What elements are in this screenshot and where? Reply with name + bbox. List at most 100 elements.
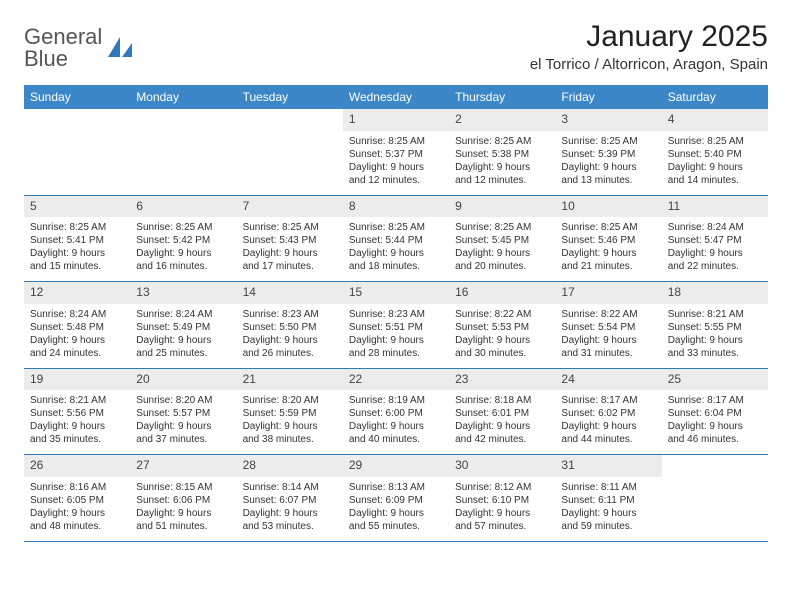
day-number-cell: 12 <box>24 282 130 304</box>
sunrise-line: Sunrise: 8:14 AM <box>243 481 337 494</box>
sunset-line: Sunset: 6:00 PM <box>349 407 443 420</box>
day-number-cell <box>237 109 343 131</box>
col-wednesday: Wednesday <box>343 85 449 109</box>
sunset-line: Sunset: 5:44 PM <box>349 234 443 247</box>
sunrise-line: Sunrise: 8:15 AM <box>136 481 230 494</box>
day-detail-row: Sunrise: 8:25 AM Sunset: 5:37 PMDaylight:… <box>24 131 768 196</box>
day-number-cell: 13 <box>130 282 236 304</box>
day-detail-cell: Sunrise: 8:12 AMSunset: 6:10 PMDaylight:… <box>449 477 555 542</box>
day-detail-cell: Sunrise: 8:18 AMSunset: 6:01 PMDaylight:… <box>449 390 555 455</box>
day-number-cell: 26 <box>24 455 130 477</box>
calendar-table: Sunday Monday Tuesday Wednesday Thursday… <box>24 85 768 542</box>
daylight-line: Daylight: 9 hours and 55 minutes. <box>349 507 443 533</box>
daylight-line: Daylight: 9 hours and 25 minutes. <box>136 334 230 360</box>
day-detail-cell: Sunrise: 8:16 AMSunset: 6:05 PMDaylight:… <box>24 477 130 542</box>
sunset-line: Sunset: 5:40 PM <box>668 148 762 161</box>
day-number-cell: 23 <box>449 368 555 390</box>
sunrise-line: Sunrise: 8:24 AM <box>668 221 762 234</box>
sunset-line: Sunset: 6:04 PM <box>668 407 762 420</box>
sunrise-line: Sunrise: 8:18 AM <box>455 394 549 407</box>
day-detail-cell: Sunrise: 8:25 AMSunset: 5:38 PMDaylight:… <box>449 131 555 196</box>
day-number-cell: 25 <box>662 368 768 390</box>
day-number-cell: 11 <box>662 195 768 217</box>
daylight-line: Daylight: 9 hours and 18 minutes. <box>349 247 443 273</box>
logo-line2: Blue <box>24 48 102 70</box>
daylight-line: Daylight: 9 hours and 59 minutes. <box>561 507 655 533</box>
day-detail-row: Sunrise: 8:24 AMSunset: 5:48 PMDaylight:… <box>24 304 768 369</box>
day-number-cell: 3 <box>555 109 661 131</box>
sunset-line: Sunset: 5:55 PM <box>668 321 762 334</box>
sunrise-line: Sunrise: 8:25 AM <box>243 221 337 234</box>
sunrise-line: Sunrise: 8:24 AM <box>136 308 230 321</box>
day-detail-row: Sunrise: 8:21 AMSunset: 5:56 PMDaylight:… <box>24 390 768 455</box>
daylight-line: Daylight: 9 hours and 26 minutes. <box>243 334 337 360</box>
sunset-line: Sunset: 5:38 PM <box>455 148 549 161</box>
col-tuesday: Tuesday <box>237 85 343 109</box>
day-detail-cell: Sunrise: 8:25 AMSunset: 5:41 PMDaylight:… <box>24 217 130 282</box>
sunrise-line: Sunrise: 8:17 AM <box>668 394 762 407</box>
day-detail-cell: Sunrise: 8:23 AMSunset: 5:51 PMDaylight:… <box>343 304 449 369</box>
day-header-row: Sunday Monday Tuesday Wednesday Thursday… <box>24 85 768 109</box>
day-number-cell: 18 <box>662 282 768 304</box>
sunrise-line: Sunrise: 8:25 AM <box>455 135 549 148</box>
day-detail-row: Sunrise: 8:16 AMSunset: 6:05 PMDaylight:… <box>24 477 768 542</box>
daylight-line: Daylight: 9 hours and 46 minutes. <box>668 420 762 446</box>
sunrise-line: Sunrise: 8:21 AM <box>30 394 124 407</box>
daylight-line: Daylight: 9 hours and 12 minutes. <box>349 161 443 187</box>
sunset-line: Sunset: 5:49 PM <box>136 321 230 334</box>
sail-icon <box>106 35 134 61</box>
day-number-cell: 16 <box>449 282 555 304</box>
sunset-line: Sunset: 6:11 PM <box>561 494 655 507</box>
day-detail-cell: Sunrise: 8:19 AMSunset: 6:00 PMDaylight:… <box>343 390 449 455</box>
sunrise-line: Sunrise: 8:13 AM <box>349 481 443 494</box>
day-detail-cell: Sunrise: 8:25 AMSunset: 5:45 PMDaylight:… <box>449 217 555 282</box>
sunset-line: Sunset: 5:46 PM <box>561 234 655 247</box>
daylight-line: Daylight: 9 hours and 44 minutes. <box>561 420 655 446</box>
sunset-line: Sunset: 6:07 PM <box>243 494 337 507</box>
day-number-cell: 29 <box>343 455 449 477</box>
daylight-line: Daylight: 9 hours and 40 minutes. <box>349 420 443 446</box>
title-block: January 2025 el Torrico / Altorricon, Ar… <box>530 20 768 73</box>
day-detail-cell: Sunrise: 8:21 AMSunset: 5:55 PMDaylight:… <box>662 304 768 369</box>
day-detail-cell <box>662 477 768 542</box>
sunrise-line: Sunrise: 8:25 AM <box>136 221 230 234</box>
day-detail-cell: Sunrise: 8:20 AMSunset: 5:57 PMDaylight:… <box>130 390 236 455</box>
col-sunday: Sunday <box>24 85 130 109</box>
sunset-line: Sunset: 5:45 PM <box>455 234 549 247</box>
sunrise-line: Sunrise: 8:20 AM <box>243 394 337 407</box>
sunset-line: Sunset: 6:02 PM <box>561 407 655 420</box>
day-detail-cell: Sunrise: 8:25 AMSunset: 5:39 PMDaylight:… <box>555 131 661 196</box>
day-number-row: 262728293031 <box>24 455 768 477</box>
sunset-line: Sunset: 6:10 PM <box>455 494 549 507</box>
day-number-cell: 17 <box>555 282 661 304</box>
day-number-cell: 30 <box>449 455 555 477</box>
daylight-line: Daylight: 9 hours and 20 minutes. <box>455 247 549 273</box>
day-detail-cell <box>130 131 236 196</box>
sunset-line: Sunset: 5:37 PM <box>349 148 443 161</box>
sunrise-line: Sunrise: 8:22 AM <box>561 308 655 321</box>
day-detail-cell <box>237 131 343 196</box>
day-number-cell: 22 <box>343 368 449 390</box>
sunset-line: Sunset: 6:01 PM <box>455 407 549 420</box>
sunset-line: Sunset: 5:53 PM <box>455 321 549 334</box>
day-detail-cell: Sunrise: 8:17 AMSunset: 6:04 PMDaylight:… <box>662 390 768 455</box>
day-detail-cell: Sunrise: 8:23 AMSunset: 5:50 PMDaylight:… <box>237 304 343 369</box>
daylight-line: Daylight: 9 hours and 31 minutes. <box>561 334 655 360</box>
sunset-line: Sunset: 5:42 PM <box>136 234 230 247</box>
day-number-cell: 24 <box>555 368 661 390</box>
sunset-line: Sunset: 5:39 PM <box>561 148 655 161</box>
sunrise-line: Sunrise: 8:20 AM <box>136 394 230 407</box>
calendar-body: 1234Sunrise: 8:25 AMSunset: 5:37 PMDayli… <box>24 109 768 541</box>
day-number-cell <box>24 109 130 131</box>
day-detail-cell: Sunrise: 8:11 AMSunset: 6:11 PMDaylight:… <box>555 477 661 542</box>
day-detail-cell: Sunrise: 8:22 AMSunset: 5:54 PMDaylight:… <box>555 304 661 369</box>
sunset-line: Sunset: 5:48 PM <box>30 321 124 334</box>
sunrise-line: Sunrise: 8:21 AM <box>668 308 762 321</box>
sunrise-line: Sunrise: 8:24 AM <box>30 308 124 321</box>
sunset-line: Sunset: 5:51 PM <box>349 321 443 334</box>
day-number-row: 567891011 <box>24 195 768 217</box>
daylight-line: Daylight: 9 hours and 30 minutes. <box>455 334 549 360</box>
daylight-line: Daylight: 9 hours and 42 minutes. <box>455 420 549 446</box>
day-detail-cell <box>24 131 130 196</box>
day-number-cell <box>130 109 236 131</box>
